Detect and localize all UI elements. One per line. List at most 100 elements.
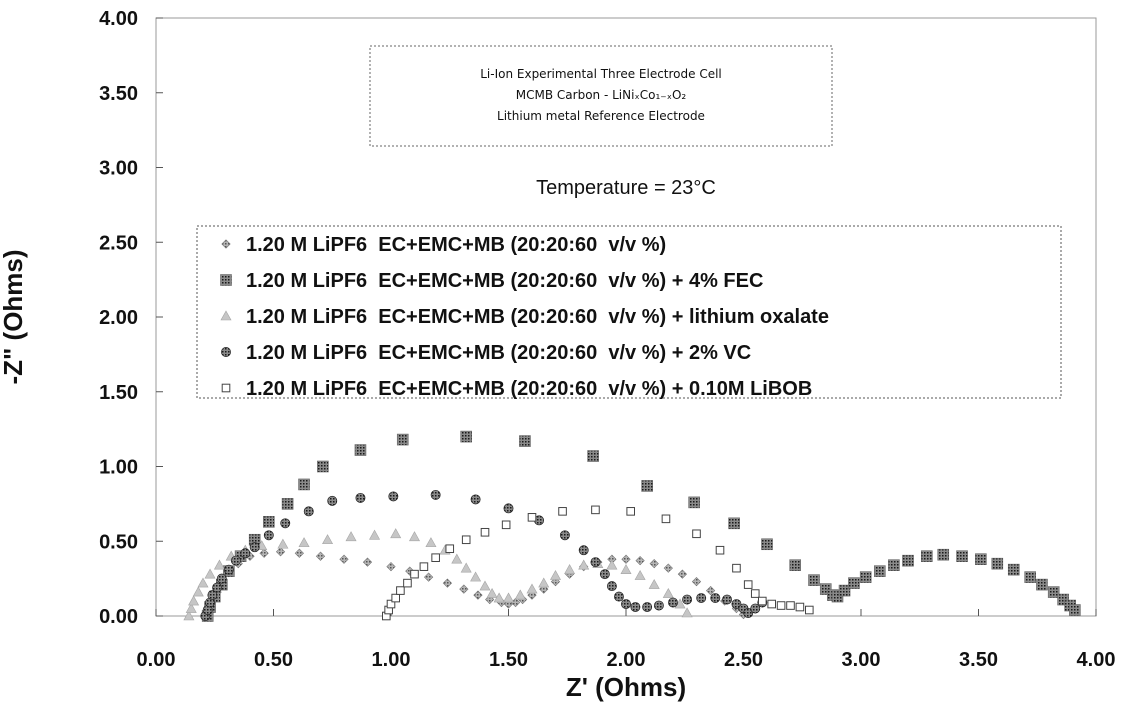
- data-point: [461, 535, 471, 545]
- data-point: [653, 600, 664, 611]
- data-point: [277, 538, 289, 549]
- data-point: [731, 599, 742, 609]
- legend-square-marker: [220, 274, 232, 286]
- info-box-line2: MCMB Carbon - LiNiₓCo₁₋ₓO₂: [516, 88, 687, 102]
- data-point: [626, 507, 636, 516]
- data-point: [559, 530, 570, 541]
- data-point: [519, 435, 531, 447]
- data-point: [460, 562, 472, 573]
- data-point: [620, 564, 632, 574]
- data-point: [590, 557, 601, 568]
- data-point: [526, 583, 538, 594]
- data-point: [445, 544, 455, 554]
- data-point: [303, 506, 314, 517]
- data-point: [728, 517, 740, 530]
- x-tick-label: 2.50: [724, 649, 763, 671]
- data-point: [1024, 571, 1036, 583]
- data-point: [451, 553, 463, 564]
- data-point: [442, 578, 453, 588]
- data-point: [661, 514, 671, 524]
- data-point: [396, 433, 409, 446]
- data-point: [386, 562, 396, 572]
- data-point: [621, 599, 631, 609]
- data-point: [641, 480, 653, 492]
- data-point: [635, 556, 645, 566]
- data-point: [423, 572, 434, 582]
- data-point: [758, 596, 767, 606]
- data-point: [975, 553, 987, 565]
- data-point: [795, 602, 805, 612]
- data-point: [710, 593, 721, 604]
- data-point: [501, 520, 511, 530]
- data-point: [614, 591, 624, 602]
- y-tick-label: 1.50: [99, 382, 138, 404]
- x-tick-label: 3.00: [842, 649, 881, 671]
- data-point: [991, 557, 1004, 570]
- y-tick-label: 0.00: [99, 606, 138, 628]
- legend-label: 1.20 M LiPF6 EC+EMC+MB (20:20:60 v/v %) …: [246, 306, 829, 328]
- data-point: [682, 594, 693, 605]
- data-point: [902, 554, 914, 567]
- y-axis-label: -Z" (Ohms): [0, 249, 28, 384]
- data-point: [564, 564, 576, 574]
- info-box-line3: Lithium metal Reference Electrode: [497, 109, 705, 123]
- data-point: [503, 503, 514, 514]
- legend-label: 1.20 M LiPF6 EC+EMC+MB (20:20:60 v/v %) …: [246, 342, 751, 364]
- data-point: [391, 593, 400, 603]
- data-point: [549, 570, 562, 580]
- series-2: [201, 430, 1081, 622]
- data-point: [322, 534, 334, 545]
- data-point: [527, 513, 537, 522]
- data-point: [587, 450, 599, 462]
- data-point: [339, 554, 349, 564]
- data-point: [668, 597, 678, 608]
- data-point: [460, 430, 473, 443]
- data-point: [502, 592, 515, 603]
- data-point: [591, 505, 600, 515]
- data-point: [838, 584, 851, 597]
- data-point: [786, 601, 795, 610]
- data-point: [681, 607, 693, 618]
- data-point: [732, 563, 741, 573]
- data-point: [486, 587, 498, 598]
- data-point: [223, 564, 234, 575]
- data-point: [485, 594, 495, 605]
- x-tick-label: 1.00: [372, 649, 411, 671]
- data-point: [388, 491, 399, 502]
- data-point: [390, 528, 402, 539]
- data-point: [776, 601, 786, 610]
- data-point: [355, 492, 366, 503]
- data-point: [705, 585, 716, 596]
- data-point: [831, 590, 844, 603]
- x-tick-label: 1.50: [489, 649, 528, 671]
- x-axis-label: Z' (Ohms): [566, 672, 686, 702]
- data-point: [715, 545, 725, 555]
- data-point: [606, 581, 617, 592]
- data-point: [213, 559, 225, 570]
- x-tick-label: 0.00: [137, 649, 176, 671]
- data-point: [259, 548, 269, 558]
- data-point: [848, 577, 860, 589]
- data-point: [188, 595, 200, 606]
- data-point: [327, 495, 338, 506]
- data-point: [263, 530, 274, 541]
- data-point: [1047, 586, 1060, 598]
- series-5: [382, 505, 814, 621]
- data-point: [216, 573, 227, 584]
- data-point: [688, 496, 700, 509]
- data-point: [606, 559, 618, 570]
- data-point: [459, 584, 469, 594]
- data-point: [634, 570, 646, 580]
- data-point: [691, 576, 702, 587]
- data-point: [789, 559, 802, 571]
- legend-label: 1.20 M LiPF6 EC+EMC+MB (20:20:60 v/v %) …: [246, 378, 812, 400]
- data-point: [294, 548, 304, 558]
- data-point: [470, 571, 482, 582]
- data-point: [410, 569, 419, 579]
- x-tick-label: 2.00: [607, 649, 646, 671]
- data-point: [249, 542, 260, 553]
- data-point: [743, 608, 754, 618]
- y-tick-label: 2.50: [99, 232, 138, 254]
- data-point: [1007, 563, 1020, 576]
